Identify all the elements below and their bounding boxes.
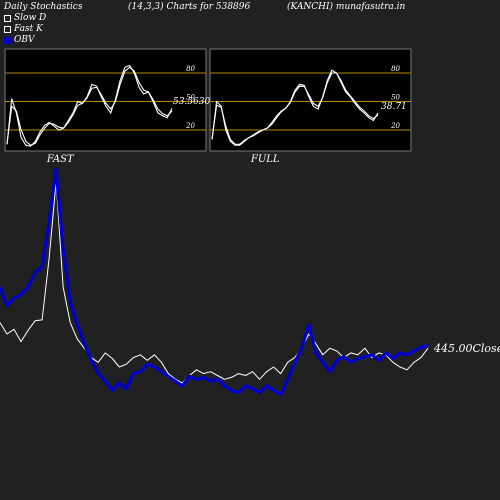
price-series-line: [0, 180, 429, 384]
full-tick-label-80: 80: [391, 65, 400, 73]
chart-params: (14,3,3) Charts for 538896: [128, 2, 251, 12]
fast-tick-label-50: 50: [186, 94, 195, 102]
full-value-label: 38.71: [381, 102, 407, 112]
fast-value-label: 53.5630: [173, 97, 210, 107]
legend-label-slow-d: Slow D: [14, 13, 47, 23]
full-series-fast-k: [211, 69, 379, 146]
full-tick-label-20: 20: [390, 122, 400, 130]
legend-swatch-obv: [4, 36, 11, 44]
fast-series-fast-k: [6, 64, 173, 147]
price-value-label: 445.00Close: [433, 342, 500, 355]
full-series-slow-d: [211, 72, 379, 145]
legend-swatch-slow-d: [4, 14, 11, 22]
legend-item-obv: OBV: [4, 35, 35, 45]
legend-label-obv: OBV: [14, 35, 35, 45]
fast-series-slow-d: [6, 66, 173, 146]
fast-panel-title: FAST: [46, 154, 75, 165]
obv-series-line: [0, 167, 429, 396]
legend-swatch-fast-k: [4, 25, 11, 33]
fast-tick-label-80: 80: [186, 65, 195, 73]
fast-tick-label-20: 20: [185, 122, 195, 130]
legend-item-fast-k: Fast K: [4, 24, 43, 34]
full-panel-title: FULL: [250, 154, 280, 165]
chart-title: Daily Stochastics: [4, 2, 83, 12]
full-tick-label-50: 50: [391, 94, 400, 102]
site-label: (KANCHI) munafasutra.in: [287, 2, 406, 12]
legend-label-fast-k: Fast K: [14, 24, 43, 34]
legend-item-slow-d: Slow D: [4, 13, 46, 23]
